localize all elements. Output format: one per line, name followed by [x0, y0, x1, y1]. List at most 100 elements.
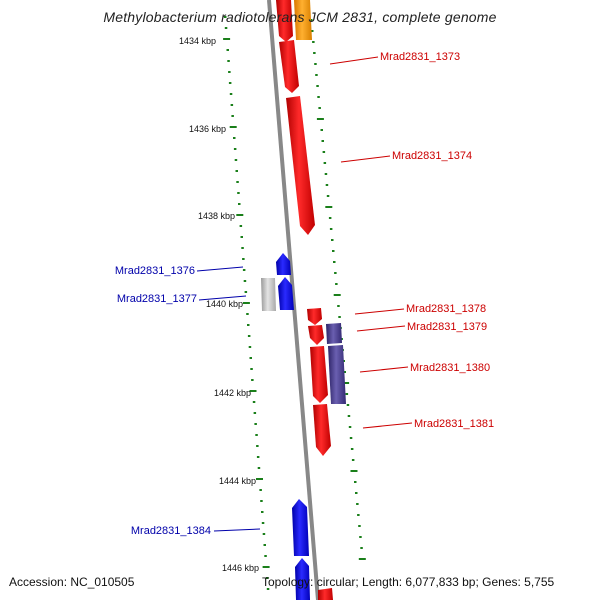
gene-arrow-reverse[interactable] — [276, 253, 291, 275]
gene-label[interactable]: Mrad2831_1381 — [414, 418, 494, 430]
minor-tick-mark — [345, 393, 349, 395]
tick-label: 1446 kbp — [222, 563, 259, 573]
minor-tick-mark — [312, 41, 315, 43]
minor-tick-mark — [359, 536, 362, 538]
minor-tick-mark — [236, 181, 239, 183]
gene-arrow-reverse[interactable] — [292, 499, 309, 556]
connector-line — [356, 325, 406, 332]
major-tick-mark — [316, 118, 324, 120]
minor-tick-mark — [315, 74, 318, 76]
minor-tick-mark — [227, 60, 230, 62]
minor-tick-mark — [242, 258, 245, 260]
features — [261, 0, 346, 600]
minor-tick-mark — [323, 162, 327, 164]
feature-purple[interactable] — [328, 345, 346, 404]
minor-tick-mark — [240, 236, 243, 238]
feature-grey[interactable] — [261, 278, 276, 311]
minor-tick-mark — [332, 250, 335, 252]
connector-line — [196, 266, 244, 272]
gene-label[interactable]: Mrad2831_1384 — [131, 525, 211, 537]
minor-tick-mark — [356, 503, 359, 505]
gene-label[interactable]: Mrad2831_1379 — [407, 321, 487, 333]
gene-label[interactable]: Mrad2831_1378 — [406, 303, 486, 315]
minor-tick-mark — [348, 426, 352, 428]
minor-tick-mark — [254, 423, 257, 425]
minor-tick-mark — [224, 16, 227, 18]
gene-arrow-forward[interactable] — [318, 588, 333, 600]
label-connectors — [196, 56, 413, 532]
gene-arrow-reverse[interactable] — [295, 558, 310, 600]
minor-tick-mark — [263, 544, 266, 546]
minor-tick-mark — [233, 137, 236, 139]
gene-arrow-forward[interactable] — [307, 308, 322, 325]
gene-arrow-forward[interactable] — [313, 404, 331, 456]
minor-tick-mark — [338, 316, 341, 318]
connector-line — [340, 155, 391, 163]
minor-tick-mark — [324, 173, 328, 175]
minor-tick-mark — [229, 93, 233, 95]
connector-line — [354, 308, 405, 315]
gene-arrow-forward[interactable] — [279, 40, 299, 93]
inner-tick-ring — [223, 16, 270, 590]
minor-tick-mark — [262, 533, 266, 535]
tick-label: 1438 kbp — [198, 211, 235, 221]
major-tick-mark — [333, 294, 341, 296]
minor-tick-mark — [244, 291, 248, 293]
gene-arrow-forward[interactable] — [286, 96, 315, 235]
minor-tick-mark — [261, 522, 265, 524]
major-tick-mark — [249, 390, 257, 392]
minor-tick-mark — [228, 82, 232, 84]
gene-label[interactable]: Mrad2831_1374 — [392, 150, 472, 162]
connector-line — [359, 366, 409, 373]
major-tick-mark — [262, 566, 270, 568]
minor-tick-mark — [253, 412, 257, 414]
connector-line — [329, 56, 379, 65]
minor-tick-mark — [261, 511, 264, 513]
gene-label[interactable]: Mrad2831_1377 — [117, 293, 197, 305]
gene-label[interactable]: Mrad2831_1373 — [380, 51, 460, 63]
minor-tick-mark — [347, 415, 351, 417]
minor-tick-mark — [360, 547, 363, 549]
minor-tick-mark — [329, 228, 333, 230]
connector-line — [213, 528, 261, 532]
minor-tick-mark — [230, 104, 234, 106]
gene-label[interactable]: Mrad2831_1380 — [410, 362, 490, 374]
gene-arrow-forward[interactable] — [310, 346, 328, 403]
minor-tick-mark — [239, 225, 243, 227]
major-tick-mark — [350, 470, 358, 472]
minor-tick-mark — [333, 261, 336, 263]
minor-tick-mark — [316, 85, 319, 87]
minor-tick-mark — [326, 195, 330, 197]
minor-tick-mark — [335, 283, 338, 285]
tick-label: 1442 kbp — [214, 388, 251, 398]
major-tick-mark — [325, 206, 333, 208]
minor-tick-mark — [318, 107, 321, 109]
connector-line — [198, 295, 247, 301]
minor-tick-mark — [233, 148, 237, 150]
minor-tick-mark — [314, 63, 317, 65]
minor-tick-mark — [260, 500, 263, 502]
minor-tick-mark — [354, 481, 357, 483]
gene-arrow-forward[interactable] — [308, 325, 324, 345]
minor-tick-mark — [249, 357, 252, 359]
minor-tick-mark — [246, 313, 249, 315]
minor-tick-mark — [349, 437, 353, 439]
major-tick-mark — [236, 214, 244, 216]
minor-tick-mark — [346, 404, 350, 406]
gene-label[interactable]: Mrad2831_1376 — [115, 265, 195, 277]
outer-tick-ring — [310, 19, 366, 560]
minor-tick-mark — [242, 269, 246, 271]
feature-orange[interactable] — [294, 0, 312, 40]
minor-tick-mark — [238, 203, 241, 205]
feature-purple[interactable] — [326, 323, 342, 344]
accession-text: Accession: NC_010505 — [9, 575, 135, 589]
major-tick-mark — [358, 558, 366, 560]
minor-tick-mark — [355, 492, 358, 494]
minor-tick-mark — [259, 489, 262, 491]
minor-tick-mark — [331, 239, 334, 241]
gene-arrow-reverse[interactable] — [278, 277, 294, 310]
minor-tick-mark — [358, 525, 361, 527]
gene-arrow-forward[interactable] — [276, 0, 293, 42]
minor-tick-mark — [343, 371, 346, 373]
